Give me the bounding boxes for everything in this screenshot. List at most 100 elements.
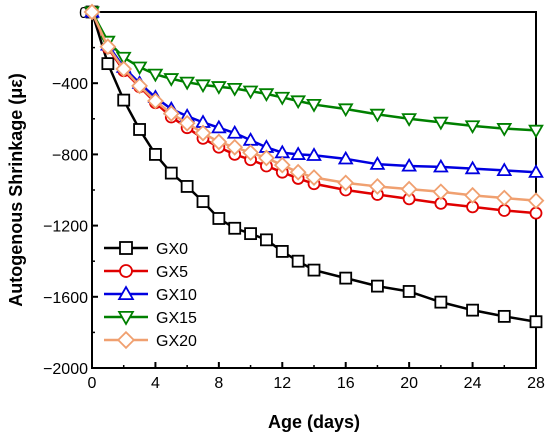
x-tick-label: 12: [273, 375, 291, 392]
series-line: [90, 11, 537, 132]
legend-entry-gx0: GX0: [104, 241, 188, 258]
x-axis-title: Age (days): [268, 412, 360, 432]
data-point: [210, 133, 228, 151]
data-point: [369, 178, 386, 195]
data-point: [306, 98, 322, 113]
data-point: [401, 157, 418, 172]
legend-entry-gx5: GX5: [104, 264, 188, 281]
y-tick-label: −1600: [43, 290, 88, 307]
y-tick-label: −1200: [43, 219, 88, 236]
data-point: [117, 93, 131, 107]
x-tick-label: 8: [214, 375, 223, 392]
data-point: [305, 169, 323, 186]
data-point: [116, 330, 136, 350]
data-point: [529, 315, 543, 329]
legend: GX0 GX5 GX10 GX15 GX20: [104, 241, 197, 350]
data-point: [131, 77, 148, 95]
data-point: [162, 105, 180, 122]
data-point: [117, 310, 135, 326]
data-point: [337, 103, 354, 118]
legend-label: GX20: [156, 333, 197, 350]
data-point: [401, 113, 418, 127]
legend-label: GX5: [156, 264, 188, 281]
data-point: [337, 174, 355, 192]
y-axis: 0 −400 −800 −1200 −1600 −2000: [43, 5, 98, 378]
data-point: [464, 160, 481, 175]
data-point: [497, 204, 511, 217]
legend-entry-gx20: GX20: [104, 330, 197, 350]
data-point: [258, 88, 275, 103]
y-tick-label: 0: [79, 5, 88, 22]
data-point: [258, 149, 275, 167]
x-tick-label: 0: [88, 375, 97, 392]
data-point: [180, 180, 194, 193]
data-point: [273, 156, 291, 174]
data-point: [496, 162, 513, 176]
data-point: [434, 295, 448, 309]
data-point: [291, 254, 305, 268]
legend-entry-gx10: GX10: [104, 285, 197, 304]
y-tick-label: −800: [52, 147, 88, 164]
data-point: [131, 61, 148, 76]
data-point: [466, 303, 479, 317]
data-point: [210, 119, 227, 134]
x-tick-label: 20: [400, 375, 418, 392]
data-point: [339, 271, 353, 285]
data-point: [306, 147, 322, 161]
series-gx20: [83, 3, 545, 210]
data-point: [115, 60, 133, 78]
y-axis-title: Autogenous Shrinkage (με): [6, 73, 26, 307]
data-point: [212, 212, 226, 225]
data-point: [337, 150, 354, 165]
data-point: [196, 195, 210, 208]
data-point: [464, 186, 481, 204]
data-point: [290, 95, 307, 110]
data-point: [275, 245, 289, 258]
data-point: [163, 73, 180, 87]
data-point: [101, 57, 115, 71]
data-point: [147, 92, 164, 110]
data-point: [371, 279, 384, 293]
data-point: [99, 38, 117, 56]
data-point: [400, 180, 418, 198]
data-point: [369, 156, 386, 170]
y-tick-label: −400: [52, 76, 88, 93]
data-point: [242, 85, 259, 100]
data-point: [119, 241, 133, 255]
data-point: [117, 285, 135, 301]
data-point: [432, 183, 450, 201]
data-point: [149, 147, 162, 161]
data-point: [528, 164, 544, 178]
data-point: [497, 309, 511, 323]
data-point: [244, 227, 257, 241]
data-point: [179, 76, 196, 91]
data-point: [464, 120, 481, 135]
series-gx15: [84, 6, 544, 139]
data-point: [369, 108, 386, 123]
series-line: [90, 11, 537, 323]
legend-label: GX15: [156, 310, 197, 327]
series-line: [90, 11, 537, 202]
data-point: [274, 91, 291, 106]
x-tick-label: 16: [337, 375, 355, 392]
data-point: [164, 166, 178, 180]
data-point: [147, 68, 164, 83]
data-point: [260, 233, 273, 247]
data-point: [528, 124, 544, 139]
data-point: [226, 138, 244, 156]
data-point: [226, 124, 243, 139]
legend-label: GX10: [156, 287, 197, 304]
data-point: [496, 123, 513, 137]
series-layer: [83, 3, 545, 329]
data-point: [527, 192, 545, 210]
data-point: [115, 51, 132, 66]
x-tick-label: 4: [151, 375, 160, 392]
data-point: [290, 146, 307, 160]
data-point: [307, 263, 321, 277]
data-point: [133, 123, 146, 136]
legend-label: GX0: [156, 241, 188, 258]
data-point: [402, 285, 416, 298]
data-point: [178, 114, 196, 132]
y-tick-label: −2000: [43, 361, 88, 378]
